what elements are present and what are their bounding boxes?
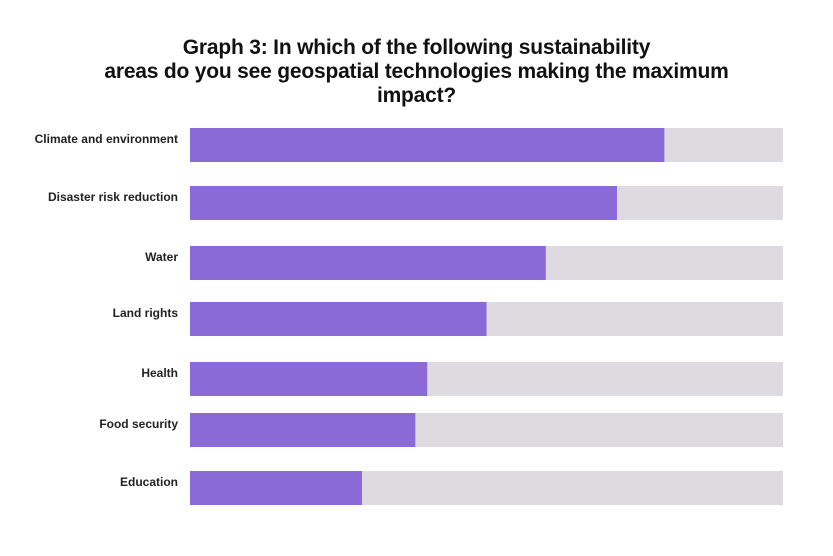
category-label-climate-and-environment: Climate and environment: [35, 132, 178, 146]
category-label-land-rights: Land rights: [113, 306, 179, 320]
chart-title-line-2: areas do you see geospatial technologies…: [104, 60, 729, 83]
category-label-health: Health: [141, 366, 178, 380]
category-label-water: Water: [145, 250, 178, 264]
chart-title-line-1: Graph 3: In which of the following susta…: [182, 36, 651, 59]
bar-food-security: [190, 413, 416, 447]
bar-land-rights: [190, 302, 487, 336]
chart-title: Graph 3: In which of the following susta…: [0, 36, 833, 108]
bar-climate-and-environment: [190, 128, 665, 162]
bar-education: [190, 471, 362, 505]
chart-title-line-3: impact?: [376, 84, 457, 107]
bar-health: [190, 362, 428, 396]
category-label-food-security: Food security: [99, 417, 178, 431]
bar-water: [190, 246, 546, 280]
bar-disaster-risk-reduction: [190, 186, 617, 220]
category-label-disaster-risk-reduction: Disaster risk reduction: [48, 190, 178, 204]
category-label-education: Education: [120, 475, 178, 489]
